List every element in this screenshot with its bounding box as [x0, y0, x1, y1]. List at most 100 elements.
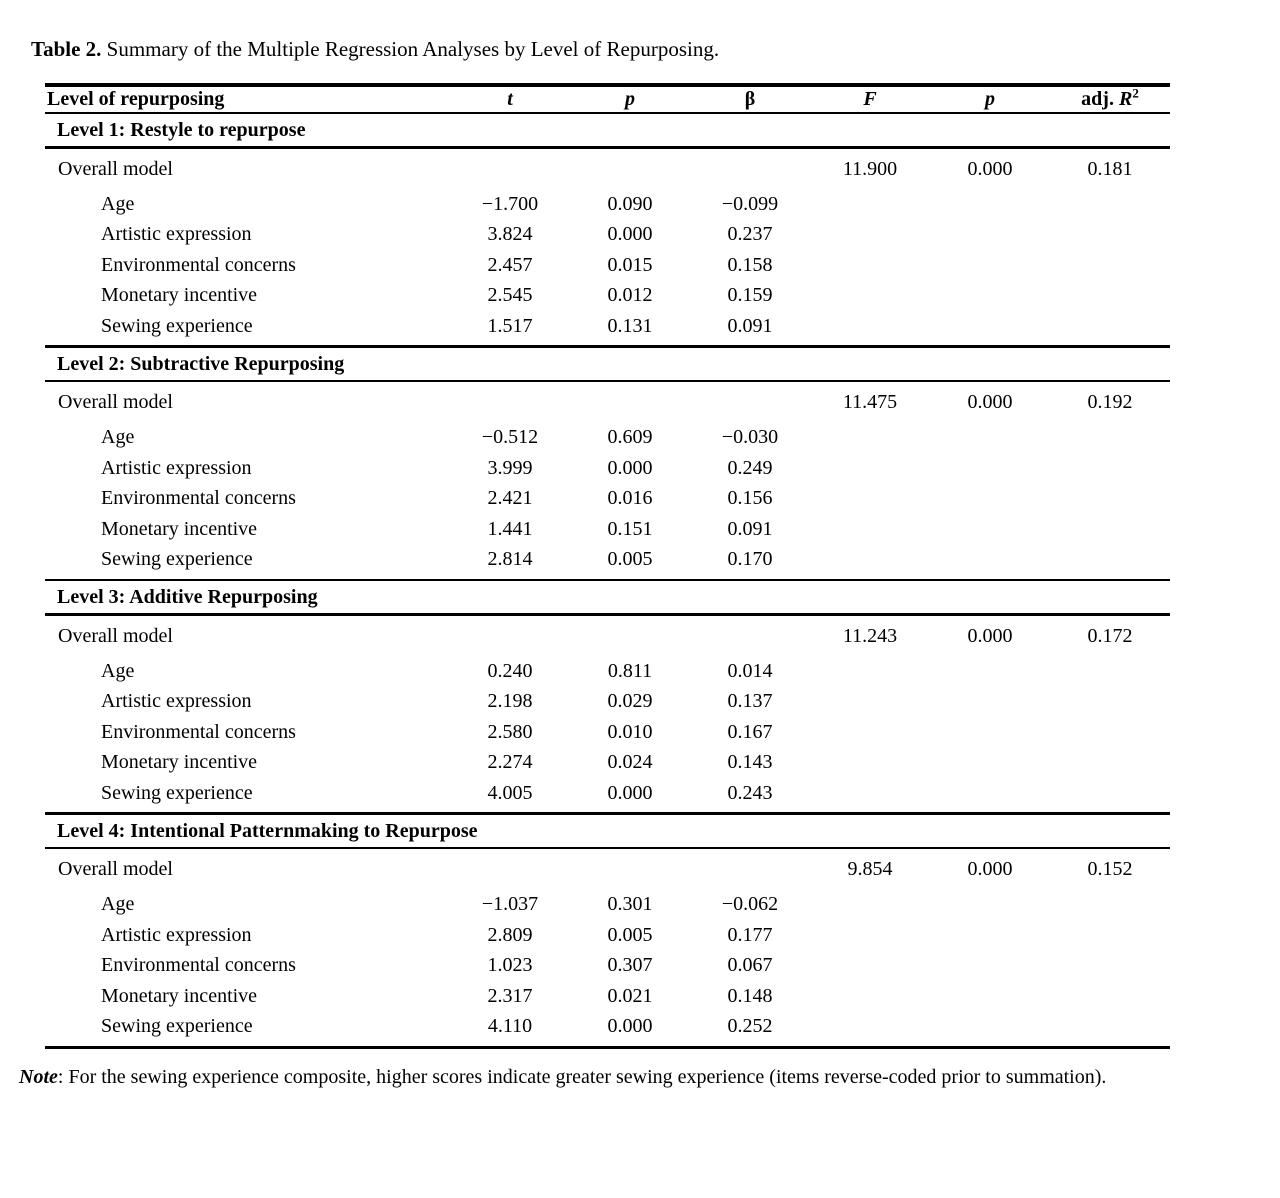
p-value: 0.000	[607, 781, 653, 804]
adj-r2-symbol: R	[1118, 87, 1133, 110]
section-rule	[45, 146, 1170, 149]
p-value: 0.000	[607, 456, 653, 479]
beta-value: 0.243	[727, 781, 773, 804]
predictor-label: Monetary incentive	[101, 517, 258, 540]
p-value: 0.015	[607, 253, 653, 276]
table-bottom-rule	[45, 1045, 1170, 1049]
predictor-row-monetary-incentive: Monetary incentive 1.441 0.151 0.091	[45, 514, 1170, 545]
document-page: Table 2. Summary of the Multiple Regress…	[0, 36, 1280, 1095]
section-rows-level-1: Overall model 11.900 0.000 0.181 Age −1.…	[45, 149, 1170, 346]
predictor-label: Environmental concerns	[101, 954, 296, 976]
t-value: 2.198	[487, 690, 533, 712]
table-note-text: : For the sewing experience composite, h…	[57, 1066, 1107, 1088]
beta-value: −0.062	[721, 893, 779, 915]
predictor-label: Sewing experience	[101, 1015, 253, 1037]
overall-model-row: Overall model 11.900 0.000 0.181	[45, 154, 1170, 184]
beta-value: 0.158	[727, 253, 773, 276]
beta-value: 0.156	[727, 487, 773, 509]
section-rows-level-3: Overall model 11.243 0.000 0.172 Age 0.2…	[45, 616, 1170, 813]
beta-value: −0.030	[721, 426, 779, 448]
section-rows-level-2: Overall model 11.475 0.000 0.192 Age −0.…	[45, 382, 1170, 579]
predictor-label: Environmental concerns	[101, 253, 296, 276]
predictor-row-environmental-concerns: Environmental concerns 2.580 0.010 0.167	[45, 717, 1170, 748]
t-value: 2.457	[487, 253, 533, 276]
table-header-row: Level of repurposing t p β F p adj. R2	[45, 84, 1170, 112]
col-header-adj-r2: adj. R2	[1050, 84, 1170, 112]
p-value: 0.000	[967, 624, 1013, 647]
beta-value: 0.137	[727, 690, 773, 712]
section-rule	[45, 613, 1170, 616]
predictor-label: Environmental concerns	[101, 720, 296, 743]
table-note-label: Note	[19, 1066, 58, 1088]
p-value: 0.021	[607, 984, 653, 1007]
predictor-row-environmental-concerns: Environmental concerns 1.023 0.307 0.067	[45, 950, 1170, 981]
p-value: 0.000	[607, 1015, 653, 1037]
t-value: 3.999	[487, 456, 533, 479]
t-value: 2.421	[487, 487, 533, 509]
adj-r2-value: 0.172	[1087, 624, 1133, 647]
p-value: 0.010	[607, 720, 653, 743]
p-value: 0.000	[967, 157, 1013, 180]
predictor-row-sewing-experience: Sewing experience 2.814 0.005 0.170	[45, 544, 1170, 575]
F-value: 11.475	[842, 391, 898, 413]
predictor-label: Age	[101, 659, 135, 682]
row-label: Overall model	[58, 391, 173, 413]
p-value: 0.029	[607, 690, 653, 712]
beta-value: 0.170	[727, 548, 773, 570]
section-title-level-3: Level 3: Additive Repurposing	[57, 586, 318, 608]
p-value: 0.000	[967, 391, 1013, 413]
beta-value: 0.143	[727, 751, 773, 773]
overall-model-row: Overall model 9.854 0.000 0.152	[45, 854, 1170, 884]
p-value: 0.000	[967, 858, 1013, 880]
section-title-level-2: Level 2: Subtractive Repurposing	[57, 352, 345, 375]
beta-value: 0.067	[727, 954, 773, 976]
beta-value: 0.237	[727, 223, 773, 245]
row-label: Overall model	[58, 157, 173, 180]
beta-value: 0.014	[727, 659, 773, 682]
t-value: 2.317	[487, 984, 533, 1007]
p-value: 0.090	[607, 192, 653, 215]
predictor-row-environmental-concerns: Environmental concerns 2.457 0.015 0.158	[45, 250, 1170, 281]
beta-value: 0.167	[727, 720, 773, 743]
p-value: 0.016	[607, 487, 653, 509]
col-header-p: p	[625, 87, 635, 110]
t-value: 2.814	[487, 548, 533, 570]
col-header-F: F	[863, 87, 877, 110]
table-caption-text: Summary of the Multiple Regression Analy…	[101, 37, 720, 61]
p-value: 0.005	[607, 923, 653, 946]
t-value: 1.023	[487, 954, 533, 976]
section-rows-level-4: Overall model 9.854 0.000 0.152 Age −1.0…	[45, 849, 1170, 1046]
predictor-row-artistic-expression: Artistic expression 2.809 0.005 0.177	[45, 920, 1170, 951]
predictor-label: Environmental concerns	[101, 487, 296, 509]
beta-value: 0.091	[727, 314, 773, 337]
F-value: 11.243	[842, 624, 898, 647]
section-rule	[45, 846, 1170, 849]
regression-table: Level of repurposing t p β F p adj. R2 L…	[45, 83, 1170, 1049]
F-value: 9.854	[847, 858, 893, 880]
predictor-row-age: Age −1.037 0.301 −0.062	[45, 889, 1170, 920]
section-title-level-4: Level 4: Intentional Patternmaking to Re…	[57, 819, 478, 842]
beta-value: 0.091	[727, 517, 773, 540]
header-rule	[45, 111, 1170, 114]
predictor-row-artistic-expression: Artistic expression 2.198 0.029 0.137	[45, 686, 1170, 717]
predictor-label: Age	[101, 426, 135, 448]
p-value: 0.301	[607, 893, 653, 915]
adj-r2-value: 0.152	[1087, 858, 1133, 880]
p-value: 0.005	[607, 548, 653, 570]
predictor-row-age: Age −1.700 0.090 −0.099	[45, 189, 1170, 220]
t-value: 2.274	[487, 751, 533, 773]
F-value: 11.900	[842, 157, 898, 180]
t-value: 2.809	[487, 923, 533, 946]
p-value: 0.131	[607, 314, 653, 337]
t-value: −1.037	[481, 893, 539, 915]
overall-model-row: Overall model 11.475 0.000 0.192	[45, 387, 1170, 417]
predictor-label: Artistic expression	[101, 690, 252, 712]
predictor-row-artistic-expression: Artistic expression 3.999 0.000 0.249	[45, 453, 1170, 484]
adj-r2-superscript: 2	[1132, 84, 1139, 100]
overall-model-row: Overall model 11.243 0.000 0.172	[45, 621, 1170, 651]
p-value: 0.609	[607, 426, 653, 448]
beta-value: 0.249	[727, 456, 773, 479]
predictor-row-sewing-experience: Sewing experience 4.110 0.000 0.252	[45, 1011, 1170, 1042]
table-note: Note: For the sewing experience composit…	[19, 1060, 1264, 1095]
beta-value: 0.159	[727, 284, 773, 306]
